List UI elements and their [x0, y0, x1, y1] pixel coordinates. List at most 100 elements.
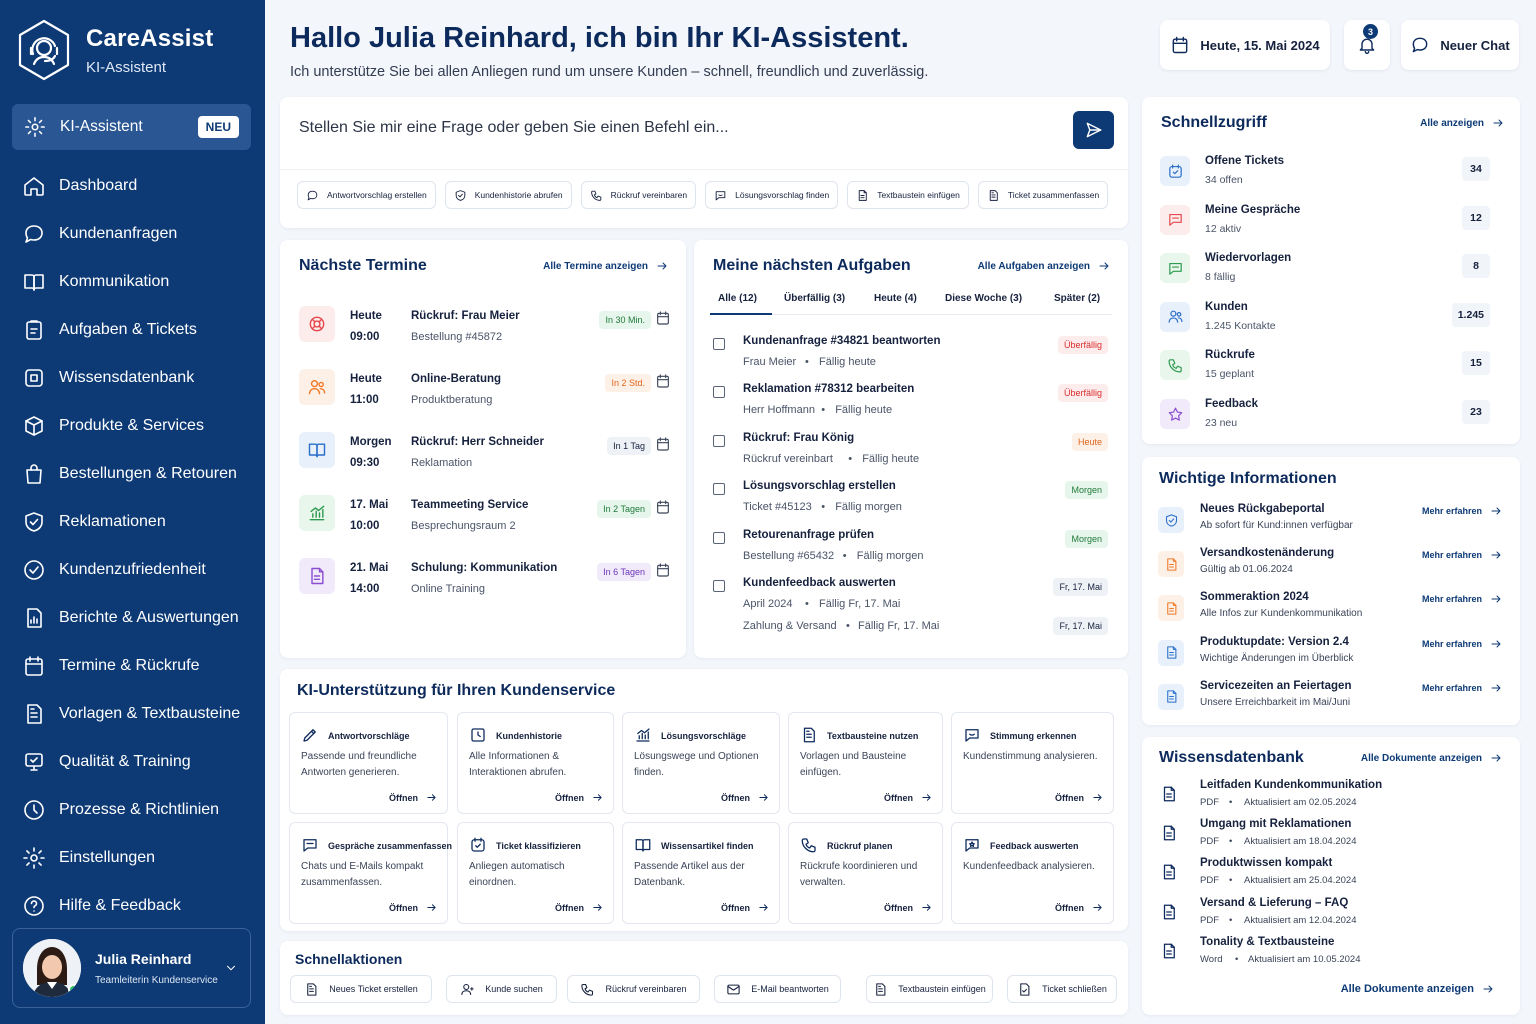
quick-action-button[interactable]: Neues Ticket erstellen — [290, 975, 432, 1003]
learn-more-link[interactable]: Mehr erfahren — [1422, 549, 1502, 561]
sidebar-item-hilfe[interactable]: Hilfe & Feedback — [22, 882, 262, 930]
notifications-button[interactable]: 3 — [1344, 20, 1390, 70]
task-checkbox[interactable] — [713, 338, 725, 350]
calendar-icon[interactable] — [655, 310, 671, 326]
calendar-icon[interactable] — [655, 436, 671, 452]
info-item[interactable]: Neues Rückgabeportal Ab sofort für Kund:… — [1158, 503, 1502, 539]
appointment-row[interactable]: Heute 11:00 Online-Beratung Produktberat… — [299, 369, 669, 413]
ai-tile[interactable]: Gespräche zusammenfassen Chats und E-Mai… — [289, 822, 452, 924]
info-item[interactable]: Versandkostenänderung Gültig ab 01.06.20… — [1158, 547, 1502, 583]
document-row[interactable]: Versand & Lieferung – FAQ PDF • Aktualis… — [1160, 897, 1500, 933]
user-menu[interactable]: Julia Reinhard Teamleiterin Kundenservic… — [12, 928, 251, 1008]
task-row[interactable]: Kundenfeedback auswerten April 2024 • Fä… — [713, 575, 1108, 615]
ai-tile[interactable]: Stimmung erkennen Kundenstimmung analysi… — [951, 712, 1114, 814]
calendar-icon[interactable] — [655, 562, 671, 578]
sidebar-item-qualitaet[interactable]: Qualität & Training — [22, 738, 262, 786]
sidebar-item-kundenanfragen[interactable]: Kundenanfragen — [22, 210, 262, 258]
quick-action-button[interactable]: Textbaustein einfügen — [866, 975, 993, 1003]
quick-access-item[interactable]: Rückrufe 15 geplant 15 — [1160, 346, 1490, 386]
sidebar-item-reklamationen[interactable]: Reklamationen — [22, 498, 262, 546]
sidebar-item-prozesse[interactable]: Prozesse & Richtlinien — [22, 786, 262, 834]
all-tasks-link[interactable]: Alle Aufgaben anzeigen — [978, 260, 1110, 272]
calendar-icon[interactable] — [655, 499, 671, 515]
sidebar-item-produkte[interactable]: Produkte & Services — [22, 402, 262, 450]
quick-access-item[interactable]: Feedback 23 neu 23 — [1160, 395, 1490, 435]
task-row[interactable]: Lösungsvorschlag erstellen Ticket #45123… — [713, 478, 1108, 518]
open-button[interactable]: Öffnen — [389, 792, 437, 803]
document-row[interactable]: Produktwissen kompakt PDF • Aktualisiert… — [1160, 857, 1500, 893]
quick-action-button[interactable]: E-Mail beantworten — [714, 975, 841, 1003]
appointment-row[interactable]: Morgen 09:30 Rückruf: Herr Schneider Rek… — [299, 432, 669, 476]
chip-rueckruf[interactable]: Rückruf vereinbaren — [580, 181, 697, 209]
ai-tile[interactable]: Lösungsvorschläge Lösungswege und Option… — [622, 712, 780, 814]
sidebar-item-ki-assistent[interactable]: KI-Assistent NEU — [12, 104, 251, 150]
chevron-down-icon[interactable] — [224, 961, 238, 975]
brand[interactable]: CareAssist KI-Assistent — [16, 18, 213, 82]
ai-tile[interactable]: Rückruf planen Rückrufe koordinieren und… — [788, 822, 943, 924]
chip-ticket-zusammenfassen[interactable]: Ticket zusammenfassen — [977, 181, 1109, 209]
open-button[interactable]: Öffnen — [884, 792, 932, 803]
sidebar-item-wissensdatenbank[interactable]: Wissensdatenbank — [22, 354, 262, 402]
quick-access-item[interactable]: Meine Gespräche 12 aktiv 12 — [1160, 201, 1490, 241]
chip-textbaustein[interactable]: Textbaustein einfügen — [847, 181, 969, 209]
date-button[interactable]: Heute, 15. Mai 2024 — [1160, 20, 1330, 70]
sidebar-item-berichte[interactable]: Berichte & Auswertungen — [22, 594, 262, 642]
task-row-extra[interactable]: Zahlung & Versand Fällig Fr, 17. Mai • F… — [713, 617, 1108, 660]
chip-kundenhistorie[interactable]: Kundenhistorie abrufen — [444, 181, 572, 209]
task-row[interactable]: Retourenanfrage prüfen Bestellung #65432… — [713, 527, 1108, 567]
appointment-row[interactable]: Heute 09:00 Rückruf: Frau Meier Bestellu… — [299, 306, 669, 350]
ai-tile[interactable]: Ticket klassifizieren Anliegen automatis… — [457, 822, 614, 924]
learn-more-link[interactable]: Mehr erfahren — [1422, 505, 1502, 517]
ai-tile[interactable]: Wissensartikel finden Passende Artikel a… — [622, 822, 780, 924]
chat-input[interactable]: Stellen Sie mir eine Frage oder geben Si… — [299, 119, 729, 136]
quick-action-button[interactable]: Kunde suchen — [446, 975, 557, 1003]
open-button[interactable]: Öffnen — [884, 902, 932, 913]
sidebar-item-vorlagen[interactable]: Vorlagen & Textbausteine — [22, 690, 262, 738]
appointment-row[interactable]: 21. Mai 14:00 Schulung: Kommunikation On… — [299, 558, 669, 602]
chip-loesungsvorschlag[interactable]: Lösungsvorschlag finden — [705, 181, 839, 209]
tab-2[interactable]: Heute (4) — [874, 293, 917, 304]
task-checkbox[interactable] — [713, 483, 725, 496]
tab-0[interactable]: Alle (12) — [718, 293, 757, 304]
quick-access-item[interactable]: Wiedervorlagen 8 fällig 8 — [1160, 249, 1490, 289]
send-button[interactable] — [1073, 111, 1114, 149]
all-documents-bottom-link[interactable]: Alle Dokumente anzeigen — [1341, 983, 1494, 995]
task-checkbox[interactable] — [713, 386, 725, 399]
open-button[interactable]: Öffnen — [721, 902, 769, 913]
info-item[interactable]: Servicezeiten an Feiertagen Unsere Errei… — [1158, 680, 1502, 716]
tab-3[interactable]: Diese Woche (3) — [945, 293, 1023, 304]
chip-antwortvorschlag[interactable]: Antwortvorschlag erstellen — [297, 181, 436, 209]
open-button[interactable]: Öffnen — [555, 902, 603, 913]
open-button[interactable]: Öffnen — [721, 792, 769, 803]
all-appointments-link[interactable]: Alle Termine anzeigen — [543, 260, 668, 272]
learn-more-link[interactable]: Mehr erfahren — [1422, 638, 1502, 650]
sidebar-item-kommunikation[interactable]: Kommunikation — [22, 258, 262, 306]
tab-1[interactable]: Überfällig (3) — [784, 293, 846, 304]
ai-tile[interactable]: Kundenhistorie Alle Informationen & Inte… — [457, 712, 614, 814]
open-button[interactable]: Öffnen — [1055, 902, 1103, 913]
open-button[interactable]: Öffnen — [555, 792, 603, 803]
open-button[interactable]: Öffnen — [1055, 792, 1103, 803]
sidebar-item-kundenzufriedenheit[interactable]: Kundenzufriedenheit — [22, 546, 262, 594]
quick-action-button[interactable]: Ticket schließen — [1007, 975, 1117, 1003]
appointment-row[interactable]: 17. Mai 10:00 Teammeeting Service Bespre… — [299, 495, 669, 539]
task-row[interactable]: Rückruf: Frau König Rückruf vereinbart •… — [713, 430, 1108, 470]
sidebar-item-bestellungen[interactable]: Bestellungen & Retouren — [22, 450, 262, 498]
calendar-icon[interactable] — [655, 373, 671, 389]
document-row[interactable]: Leitfaden Kundenkommunikation PDF • Aktu… — [1160, 779, 1500, 815]
task-row[interactable]: Reklamation #78312 bearbeiten Herr Hoffm… — [713, 381, 1108, 421]
sidebar-item-dashboard[interactable]: Dashboard — [22, 162, 262, 210]
open-button[interactable]: Öffnen — [389, 902, 437, 913]
quick-access-item[interactable]: Kunden 1.245 Kontakte 1.245 — [1160, 298, 1490, 338]
learn-more-link[interactable]: Mehr erfahren — [1422, 682, 1502, 694]
all-documents-link[interactable]: Alle Dokumente anzeigen — [1361, 752, 1502, 764]
tab-4[interactable]: Später (2) — [1054, 293, 1101, 304]
all-quick-access-link[interactable]: Alle anzeigen — [1420, 117, 1504, 129]
task-checkbox[interactable] — [713, 580, 725, 592]
quick-access-item[interactable]: Offene Tickets 34 offen 34 — [1160, 152, 1490, 192]
new-chat-button[interactable]: Neuer Chat — [1401, 20, 1519, 70]
task-checkbox[interactable] — [713, 531, 725, 544]
sidebar-item-termine[interactable]: Termine & Rückrufe — [22, 642, 262, 690]
quick-action-button[interactable]: Rückruf vereinbaren — [567, 975, 700, 1003]
ai-tile[interactable]: Feedback auswerten Kundenfeedback analys… — [951, 822, 1114, 924]
